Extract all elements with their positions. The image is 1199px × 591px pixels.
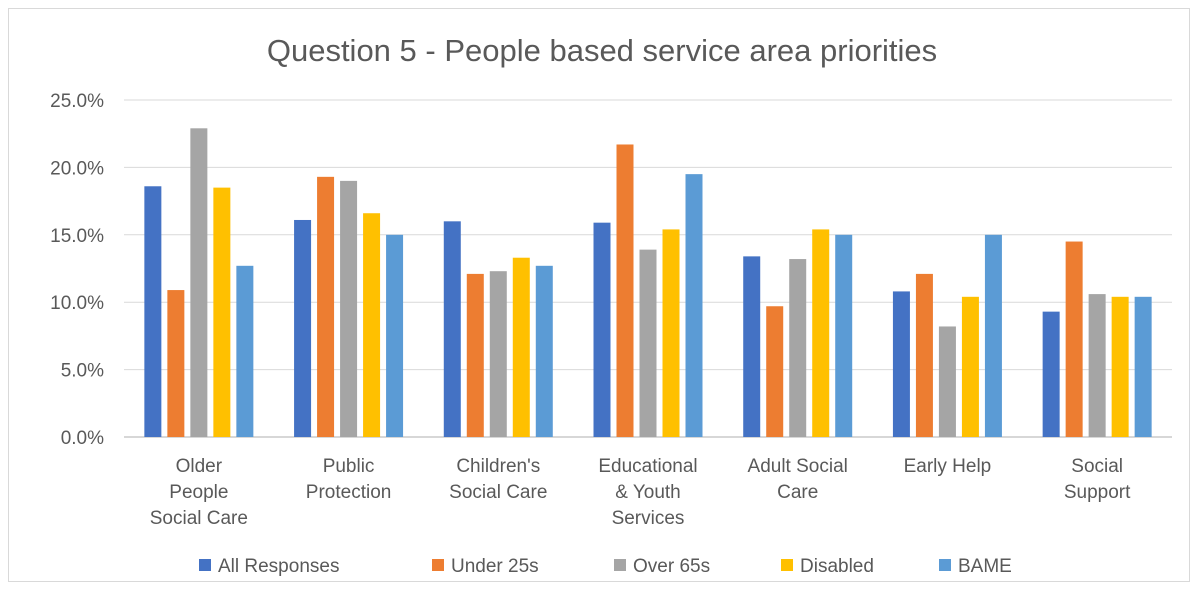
bar-under-25s-social-support (1065, 241, 1083, 437)
bar-all-responses-public-protection (294, 219, 312, 437)
category-label-line: Children's (456, 456, 540, 477)
category-label-line: Adult Social (748, 456, 848, 477)
bar-all-responses-early-help (892, 291, 910, 437)
bar-bame-older-people-social-care (236, 265, 254, 437)
bar-bame-early-help (984, 234, 1002, 437)
chart-title: Question 5 - People based service area p… (267, 33, 937, 68)
bar-under-25s-educational-youth-services (616, 144, 634, 437)
y-tick-label: 20.0% (50, 158, 104, 179)
bar-disabled-early-help (961, 296, 979, 437)
bars (144, 128, 1152, 438)
category-labels: Older People Social Care Public Protection Ch… (150, 456, 1131, 529)
legend-label-under-25s: Under 25s (451, 556, 539, 577)
category-label-line: Public (323, 456, 375, 477)
bar-bame-adult-social-care (835, 234, 853, 437)
category-label: Older People Social Care (150, 456, 248, 529)
bar-disabled-social-support (1111, 296, 1129, 437)
y-tick-label: 5.0% (61, 361, 104, 382)
bar-bame-public-protection (386, 234, 404, 437)
legend-label-over-65s: Over 65s (633, 556, 710, 577)
bar-all-responses-older-people-social-care (144, 186, 162, 437)
legend-label-all-responses: All Responses (218, 556, 339, 577)
bar-under-25s-adult-social-care (766, 306, 784, 437)
category-label-line: & Youth (615, 482, 681, 503)
legend-swatch-all-responses (199, 559, 211, 571)
legend-swatch-under-25s (432, 559, 444, 571)
legend: All Responses Under 25s Over 65s Disabled BA… (199, 556, 1012, 577)
bar-all-responses-children-s-social-care (443, 221, 461, 437)
bar-under-25s-children-s-social-care (466, 273, 484, 437)
y-tick-label: 10.0% (50, 293, 104, 314)
bar-under-25s-early-help (915, 273, 933, 437)
legend-swatch-disabled (781, 559, 793, 571)
bar-over-65s-older-people-social-care (190, 128, 208, 438)
bar-disabled-older-people-social-care (213, 187, 231, 437)
bar-bame-children-s-social-care (535, 265, 553, 437)
bar-all-responses-adult-social-care (743, 256, 761, 437)
bar-over-65s-social-support (1088, 294, 1106, 437)
category-label-line: Early Help (904, 456, 992, 477)
bar-under-25s-public-protection (317, 176, 335, 437)
category-label-line: Educational (598, 456, 697, 477)
y-tick-label: 0.0% (61, 428, 104, 449)
bar-all-responses-educational-youth-services (593, 222, 611, 437)
category-label-line: Care (777, 482, 818, 503)
bar-disabled-children-s-social-care (512, 257, 530, 437)
category-label: Social Support (1064, 456, 1131, 503)
bar-disabled-educational-youth-services (662, 229, 680, 437)
category-label: Early Help (904, 456, 992, 477)
legend-swatch-over-65s (614, 559, 626, 571)
category-label: Children's Social Care (449, 456, 547, 503)
legend-swatch-bame (939, 559, 951, 571)
category-label-line: Services (612, 508, 685, 529)
legend-label-disabled: Disabled (800, 556, 874, 577)
bar-disabled-adult-social-care (812, 229, 830, 437)
category-label: Public Protection (306, 456, 392, 503)
category-label-line: Social (1071, 456, 1123, 477)
y-tick-label: 15.0% (50, 226, 104, 247)
bar-bame-educational-youth-services (685, 174, 703, 437)
bar-bame-social-support (1134, 296, 1152, 437)
bar-disabled-public-protection (363, 213, 381, 437)
category-label: Educational & Youth Services (598, 456, 697, 529)
legend-label-bame: BAME (958, 556, 1012, 577)
category-label-line: Older (176, 456, 223, 477)
category-label-line: Support (1064, 482, 1131, 503)
category-label: Adult Social Care (748, 456, 848, 503)
bar-over-65s-adult-social-care (789, 259, 807, 437)
bar-under-25s-older-people-social-care (167, 290, 185, 437)
y-tick-label: 25.0% (50, 91, 104, 112)
category-label-line: Social Care (150, 508, 248, 529)
bar-over-65s-children-s-social-care (489, 271, 507, 437)
bar-over-65s-educational-youth-services (639, 249, 657, 437)
category-label-line: Protection (306, 482, 392, 503)
bar-all-responses-social-support (1042, 311, 1060, 437)
bar-over-65s-early-help (938, 326, 956, 437)
category-label-line: People (169, 482, 228, 503)
bar-over-65s-public-protection (340, 180, 358, 437)
category-label-line: Social Care (449, 482, 547, 503)
